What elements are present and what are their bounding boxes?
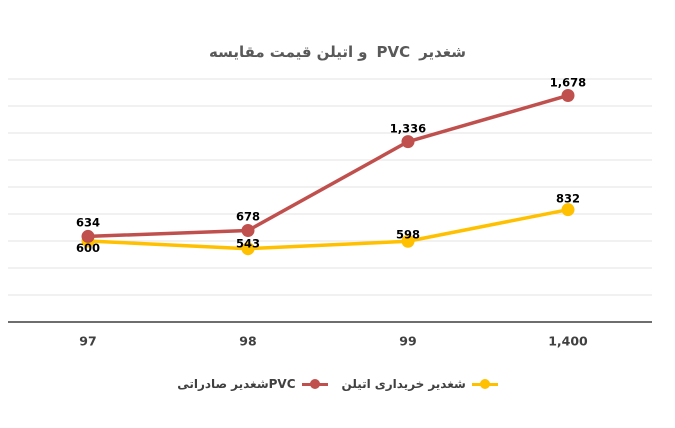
legend-label-word: اتیلن xyxy=(341,377,371,391)
ethylene-data-label: 543 xyxy=(236,237,260,251)
pvc-series-legend-marker xyxy=(301,379,328,389)
ethylene-data-point-marker[interactable] xyxy=(241,242,255,256)
ethylene-data-point-marker[interactable] xyxy=(401,234,415,248)
title-word: مقایسه xyxy=(209,43,265,61)
x-axis-label: 99 xyxy=(399,334,416,349)
title-word: اتیلن xyxy=(316,43,354,61)
pvc-data-label: 634 xyxy=(76,215,100,229)
ethylene-data-label: 598 xyxy=(396,227,420,241)
pvc-data-point-marker[interactable] xyxy=(401,135,415,149)
pvc-data-label: 1,336 xyxy=(390,122,426,136)
x-axis-label: 1,400 xyxy=(548,334,588,349)
chart-legend: صادراتی شغدیرPVC اتیلن خریداری شغدیر xyxy=(0,377,675,391)
legend-item-ethylene-purchase[interactable]: اتیلن خریداری شغدیر xyxy=(342,377,498,391)
legend-label-word: شغدیرPVC xyxy=(231,377,296,391)
legend-label-word: خریداری xyxy=(374,377,425,391)
ethylene-series-legend-marker xyxy=(471,379,498,389)
legend-label-word: صادراتی xyxy=(177,377,228,391)
title-word-pvc: PVC xyxy=(376,43,411,61)
pvc-data-point-marker[interactable] xyxy=(561,88,575,102)
pvc-series-line xyxy=(86,93,570,239)
pvc-data-label: 1,678 xyxy=(550,75,586,89)
chart-title: مقایسه قیمت اتیلن و PVC شغدیر xyxy=(0,43,675,61)
title-word: قیمت xyxy=(269,43,312,61)
legend-label-word: شغدیر xyxy=(428,377,466,391)
ethylene-series-line xyxy=(86,207,570,251)
legend-item-pvc-export[interactable]: صادراتی شغدیرPVC xyxy=(177,377,328,391)
pvc-data-label: 678 xyxy=(236,209,260,223)
title-word: و xyxy=(358,43,368,61)
pvc-data-point-marker[interactable] xyxy=(81,229,95,243)
ethylene-data-label: 832 xyxy=(556,192,580,206)
title-word: شغدیر xyxy=(419,43,466,61)
pvc-data-point-marker[interactable] xyxy=(241,223,255,237)
ethylene-data-label: 600 xyxy=(76,241,100,255)
x-axis-label: 98 xyxy=(239,334,256,349)
ethylene-data-point-marker[interactable] xyxy=(561,203,575,217)
x-axis-label: 97 xyxy=(79,334,96,349)
